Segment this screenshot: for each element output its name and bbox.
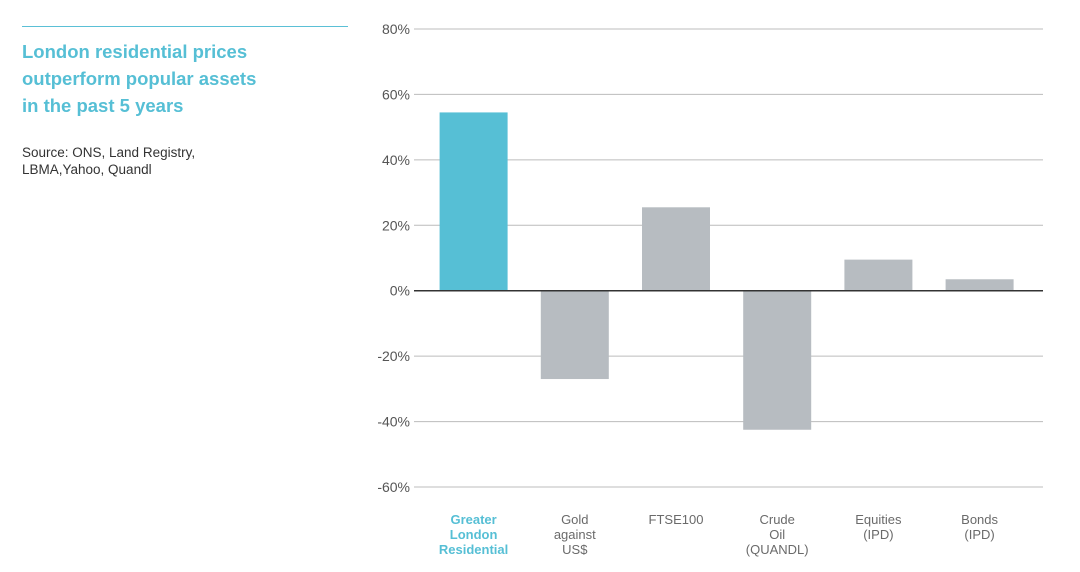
- y-tick-label: -60%: [377, 479, 410, 495]
- y-tick-label: -40%: [377, 414, 410, 430]
- category-label: (QUANDL): [746, 542, 809, 557]
- bar: [540, 290, 609, 380]
- title-line-2: outperform popular assets: [22, 68, 257, 89]
- category-label: Gold: [561, 512, 588, 527]
- y-tick-label: 20%: [382, 217, 410, 233]
- category-label: Greater: [450, 512, 496, 527]
- category-label: (IPD): [964, 527, 994, 542]
- y-tick-label: 40%: [382, 152, 410, 168]
- y-tick-label: -20%: [377, 348, 410, 364]
- category-label: Crude: [759, 512, 794, 527]
- source-line-2: LBMA,Yahoo, Quandl: [22, 162, 152, 177]
- bar: [642, 207, 710, 291]
- y-tick-label: 60%: [382, 86, 410, 102]
- source-line-1: Source: ONS, Land Registry,: [22, 145, 196, 160]
- title-line-1: London residential prices: [22, 41, 248, 62]
- category-label: US$: [562, 542, 588, 557]
- bar: [743, 290, 812, 430]
- bar: [945, 279, 1014, 291]
- title-line-3: in the past 5 years: [22, 95, 184, 116]
- bar: [439, 112, 508, 291]
- category-label: (IPD): [863, 527, 893, 542]
- category-label: London: [450, 527, 498, 542]
- category-label: FTSE100: [649, 512, 704, 527]
- category-label: Residential: [439, 542, 508, 557]
- category-label: Bonds: [961, 512, 998, 527]
- category-label: Equities: [855, 512, 902, 527]
- title-rule: [22, 26, 348, 27]
- bar: [844, 259, 913, 291]
- source-note: Source: ONS, Land Registry, LBMA,Yahoo, …: [22, 144, 342, 178]
- chart-title: London residential prices outperform pop…: [22, 38, 342, 119]
- y-tick-label: 80%: [382, 21, 410, 37]
- y-tick-label: 0%: [390, 283, 410, 299]
- category-label: against: [554, 527, 596, 542]
- category-label: Oil: [769, 527, 785, 542]
